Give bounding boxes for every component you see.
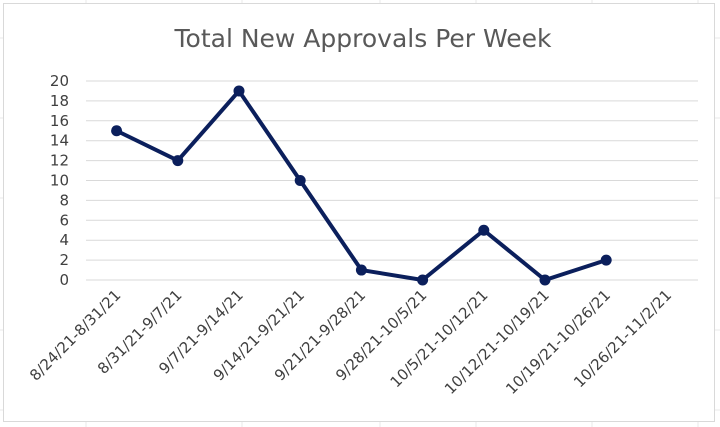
chart-title: Total New Approvals Per Week	[174, 24, 553, 53]
y-tick-label: 16	[50, 112, 69, 130]
x-category-label: 10/12/21-10/19/21	[441, 286, 553, 398]
y-tick-label: 0	[59, 271, 69, 289]
data-point[interactable]	[294, 175, 306, 186]
y-tick-label: 14	[50, 132, 69, 150]
data-point[interactable]	[539, 274, 551, 286]
y-tick-label: 10	[50, 172, 69, 190]
gridlines	[86, 80, 698, 281]
y-tick-label: 12	[50, 152, 69, 170]
y-tick-label: 2	[59, 251, 69, 269]
x-category-label: 10/19/21-10/26/21	[502, 286, 614, 398]
chart-area[interactable]	[3, 3, 715, 422]
y-tick-label: 8	[59, 191, 69, 209]
series-line	[115, 88, 607, 282]
y-tick-label: 6	[59, 211, 69, 229]
x-axis-category-labels: 8/24/21-8/31/218/31/21-9/7/219/7/21-9/14…	[26, 286, 675, 398]
data-point[interactable]	[600, 254, 612, 266]
series-layer	[111, 85, 612, 286]
data-point[interactable]	[233, 85, 245, 97]
data-point[interactable]	[111, 125, 123, 137]
y-tick-label: 18	[50, 92, 69, 110]
y-tick-label: 4	[59, 231, 69, 249]
data-point[interactable]	[172, 155, 184, 167]
y-tick-label: 20	[50, 72, 69, 90]
y-axis-tick-labels: 0 2 4 6 810 12 14 16 18 20	[50, 72, 69, 289]
data-point[interactable]	[355, 264, 367, 276]
data-point[interactable]	[478, 224, 490, 236]
data-point[interactable]	[417, 274, 429, 286]
